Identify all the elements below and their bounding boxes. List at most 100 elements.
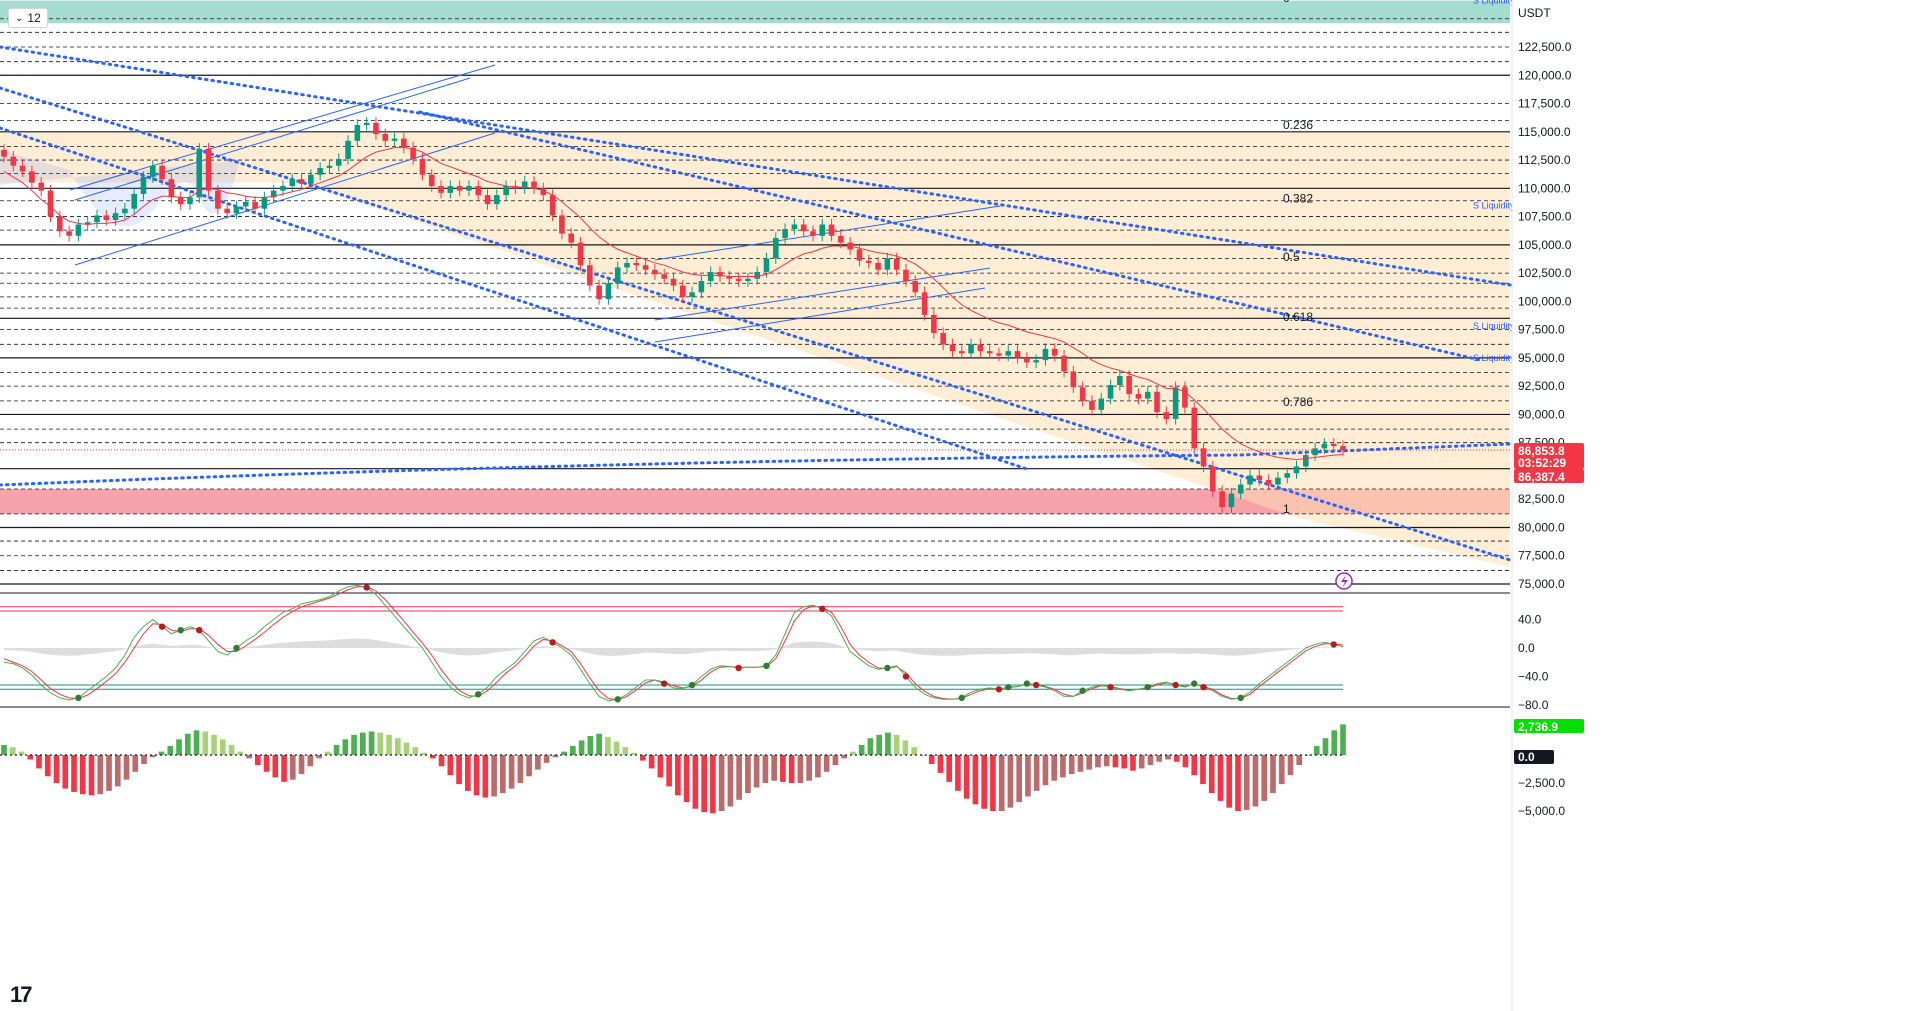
macd-bar [132,755,139,772]
histogram-shading [4,638,1343,656]
macd-zero-tag-text: 0.0 [1518,750,1535,764]
candle-body [893,258,900,270]
candle-body [94,215,100,223]
macd-bar [500,755,506,794]
candle-body [940,333,946,345]
macd-bar [342,739,349,755]
candle-body [1033,360,1039,363]
candle-body [1014,351,1021,358]
liquidity-label: S Liquidity [1473,0,1515,6]
crossover-dot [958,694,965,702]
candle-body [401,138,407,148]
crossover-dot [1005,683,1012,691]
macd-bar [1261,755,1268,801]
descending-channel-zone [0,131,1510,568]
pattern-highlight [0,150,240,227]
curved-support-line [0,442,1512,487]
candle-body [205,148,212,191]
candle-body [289,179,296,187]
crossover-dot [1191,680,1198,687]
macd-bar [1165,755,1171,760]
macd-bar [1226,755,1233,808]
macd-bar [718,755,725,811]
macd-bar [473,755,480,796]
stoch-d-line [3,586,1344,701]
macd-bar [53,755,60,783]
candle-body [754,271,760,279]
crossover-dot [902,673,910,680]
candle-body [66,231,72,236]
macd-bar [1305,755,1311,756]
macd-bar [1331,730,1338,755]
candle-body [112,213,119,220]
crossover-dot [1023,680,1031,687]
candle-body [521,181,528,189]
macd-bar [447,755,454,776]
candle-body [1191,407,1198,449]
macd-bar [911,747,917,755]
price-tick-label: 107,500.0 [1518,210,1572,224]
macd-bar [491,755,497,797]
macd-bar [543,755,550,763]
interval-button[interactable]: ⌄ 12 [8,8,48,28]
macd-value-tag-bg [1514,719,1584,733]
crossover-dot [1237,694,1244,702]
candle-body [1051,348,1058,356]
macd-bar [657,755,664,778]
macd-bar [622,747,629,755]
candle-body [1293,466,1300,474]
candle-body [215,190,221,209]
macd-tick-label: −2,500.0 [1518,776,1565,790]
candle-body [140,177,147,194]
macd-bar [1042,755,1049,786]
macd-bar [535,755,541,770]
candle-body [763,258,770,272]
price-tick-label: 80,000.0 [1518,520,1565,534]
macd-bar [823,755,830,772]
candle-body [819,224,826,236]
crossover-dot [1144,683,1151,691]
candle-body [57,216,63,232]
price-tick-label: 100,000.0 [1518,294,1572,308]
macd-bar [587,735,594,755]
price-axis[interactable]: USDT 122,500.0 120,000.0 117,500.0 115,000.0… [1335,0,1918,1011]
macd-bar [272,755,279,778]
macd-bar [788,755,795,783]
candle-body [726,276,733,279]
candle-body [568,233,575,243]
price-tick-label: 110,000.0 [1518,181,1571,195]
candle-body [977,344,984,352]
macd-bar [97,755,104,795]
macd-bar [184,733,191,755]
candle-body [1163,412,1170,419]
fib-labels: 0 0.236 0.382 0.5 0.618 0.786 1 S Liquidity S Li… [1283,0,1515,516]
macd-bar [438,755,445,767]
crossover-dot [177,627,184,634]
macd-bar [421,752,427,755]
macd-bar [736,755,742,800]
candle-body [308,174,314,184]
candle-body [1321,443,1328,449]
crossover-dot [549,639,556,646]
macd-bar [570,746,576,755]
macd-bar [193,730,200,755]
macd-bar [465,755,471,791]
liquidity-label: S Liquidity [1473,353,1515,363]
tradingview-logo-icon[interactable]: 17 [10,982,33,1007]
macd-bar [123,755,130,780]
macd-bar [1313,746,1320,755]
macd-bar [981,755,988,809]
macd-bar [1200,755,1206,785]
macd-bar [1130,755,1136,771]
fib-label: 0.618 [1283,310,1313,324]
macd-bar [640,755,646,761]
candle-body [661,274,667,279]
macd-bar [963,755,970,799]
candle-body [10,156,17,166]
macd-bar [1016,755,1023,803]
macd-bar [893,734,900,755]
macd-bar [1252,755,1259,807]
crossover-dot [661,680,668,687]
macd-bar [876,734,882,755]
